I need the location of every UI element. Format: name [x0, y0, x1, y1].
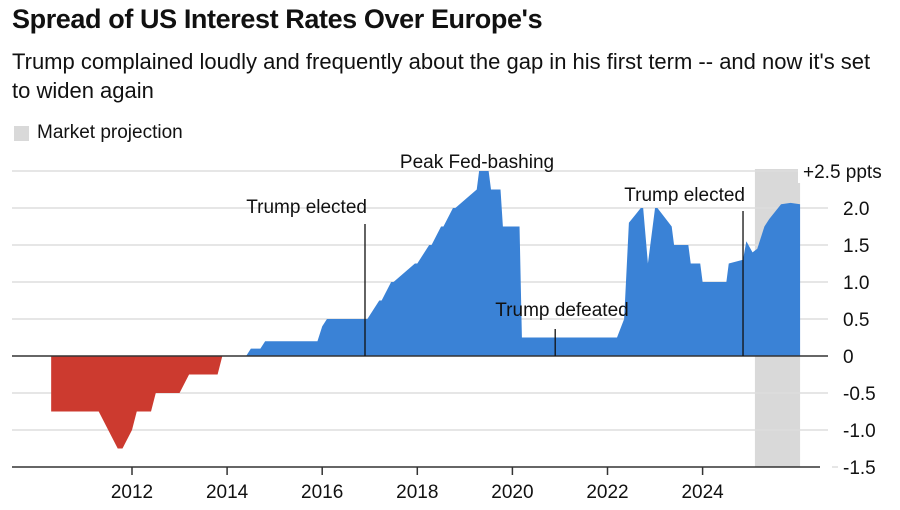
annotation-label: Peak Fed-bashing — [400, 152, 554, 173]
x-tick-label: 2012 — [111, 482, 153, 503]
annotation-label: Trump elected — [246, 197, 367, 218]
x-tick-label: 2016 — [301, 482, 343, 503]
y-tick-label: 1.5 — [843, 236, 869, 257]
y-tick-label: 0 — [843, 347, 854, 368]
y-tick-label: -0.5 — [843, 384, 876, 405]
y-tick-label: 2.0 — [843, 199, 869, 220]
x-tick-label: 2018 — [396, 482, 438, 503]
y-tick-label-bg — [798, 159, 894, 183]
legend: Market projection — [14, 122, 183, 144]
annotation-label: Trump elected — [624, 185, 745, 206]
x-tick-label: 2020 — [491, 482, 533, 503]
chart-subtitle: Trump complained loudly and frequently a… — [12, 49, 871, 103]
y-tick-label: -1.0 — [843, 421, 876, 442]
series-area-negative — [51, 356, 801, 449]
legend-swatch-projection — [14, 125, 29, 141]
y-tick-label: +2.5 ppts — [803, 162, 882, 183]
y-tick-label: -1.5 — [843, 458, 876, 479]
series-area-positive — [51, 171, 801, 356]
chart-title: Spread of US Interest Rates Over Europe'… — [12, 4, 543, 34]
x-tick-label: 2022 — [586, 482, 628, 503]
y-tick-label: 1.0 — [843, 273, 869, 294]
x-tick-label: 2024 — [681, 482, 724, 503]
annotation-label: Trump defeated — [495, 300, 628, 321]
legend-label-projection: Market projection — [37, 122, 183, 143]
y-tick-label: 0.5 — [843, 310, 869, 331]
x-tick-label: 2014 — [206, 482, 249, 503]
